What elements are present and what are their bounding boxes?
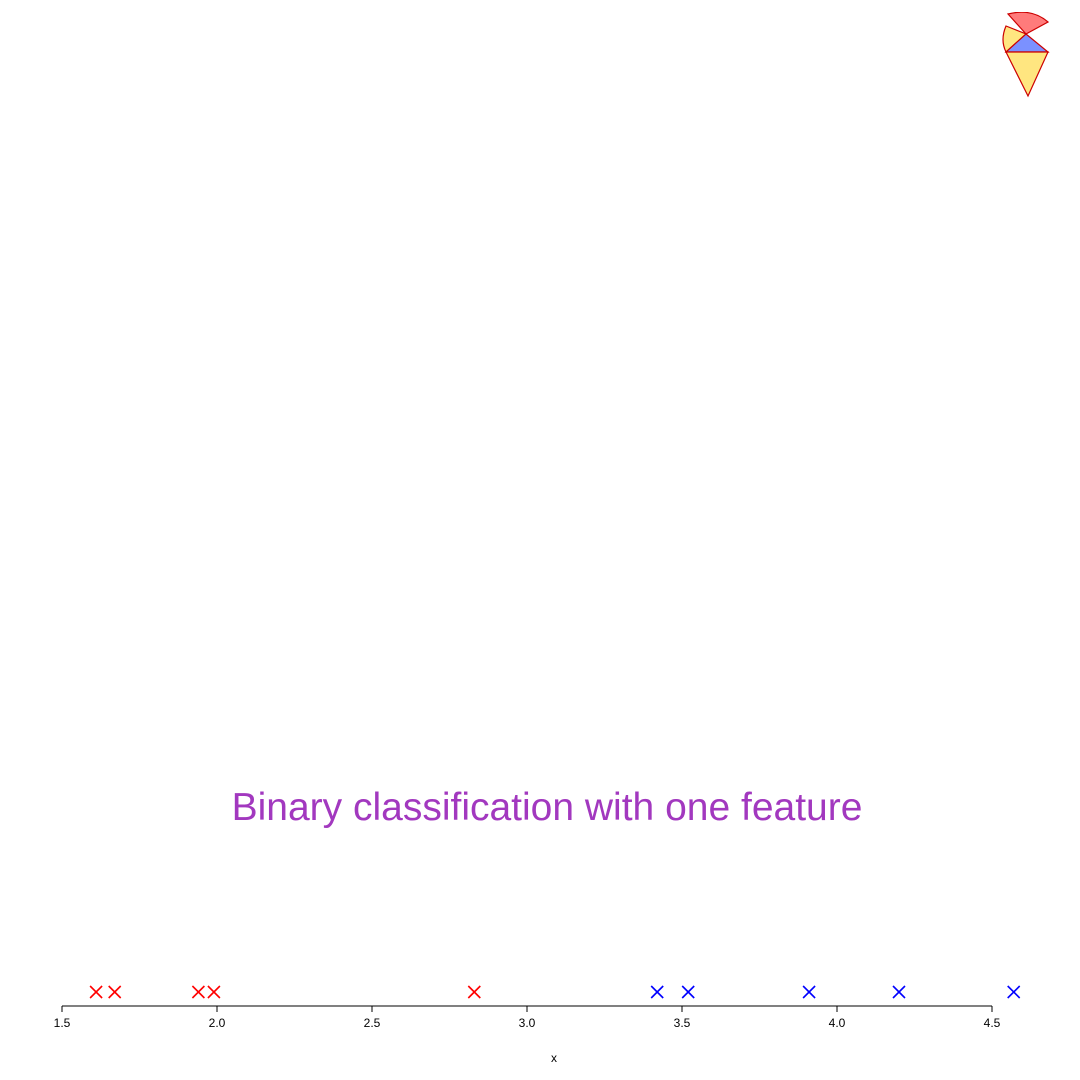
x-tick-label: 4.0 [829,1016,846,1030]
data-point-stroke [108,985,122,999]
data-point-marker [681,985,695,999]
data-point-stroke [892,985,906,999]
data-point-stroke [89,985,103,999]
x-tick-label: 2.0 [209,1016,226,1030]
data-point-stroke [802,985,816,999]
data-point-stroke [467,985,481,999]
data-point-marker [650,985,664,999]
data-point-stroke [1007,985,1021,999]
x-axis-ticks: 1.5 2.0 2.5 3.0 3.5 4.0 4.5 [54,1006,1001,1030]
ice-cream-cone-logo [998,11,1052,103]
x-tick-label: 2.5 [364,1016,381,1030]
x-tick-label: 3.0 [519,1016,536,1030]
data-point-marker [108,985,122,999]
data-point-marker [892,985,906,999]
data-point-stroke [681,985,695,999]
logo-top-red-shape [1006,11,1050,35]
x-tick-label: 3.5 [674,1016,691,1030]
data-point-stroke [207,985,221,999]
data-point-marker [802,985,816,999]
data-point-marker [207,985,221,999]
data-point-marker [89,985,103,999]
data-points [89,985,1021,999]
data-point-marker [467,985,481,999]
data-point-stroke [191,985,205,999]
x-tick-label: 4.5 [984,1016,1001,1030]
logo-cone-shape [1005,51,1049,98]
ice-cream-cone-icon [1002,11,1050,98]
data-point-marker [1007,985,1021,999]
data-point-stroke [650,985,664,999]
x-axis-label: x [551,1051,557,1065]
x-tick-label: 1.5 [54,1016,71,1030]
data-point-marker [191,985,205,999]
chart-title: Binary classification with one feature [231,786,863,829]
